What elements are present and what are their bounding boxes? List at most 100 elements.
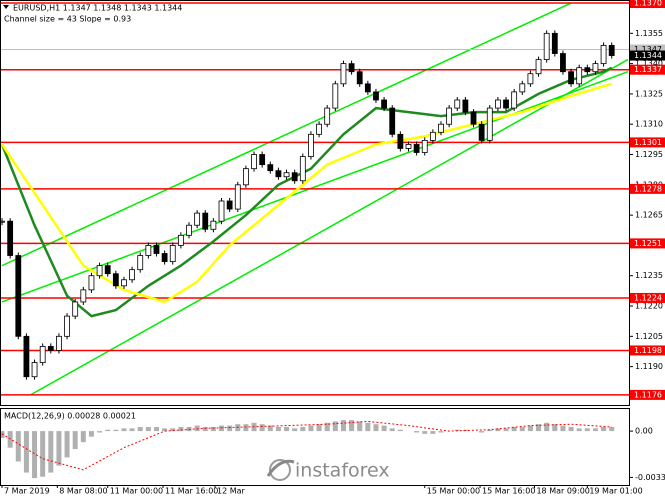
macd-bar	[560, 425, 566, 432]
candle	[177, 234, 184, 246]
price-tag	[630, 345, 665, 356]
macd-bar	[601, 426, 607, 432]
price-tag	[630, 389, 665, 400]
macd-bar	[275, 426, 281, 432]
candle	[446, 107, 453, 125]
candle	[96, 265, 103, 277]
candle	[405, 144, 412, 149]
macd-bar	[365, 422, 371, 432]
candle	[145, 245, 152, 256]
candle	[31, 362, 38, 378]
price-tag	[630, 238, 665, 249]
macd-bar	[503, 428, 509, 432]
candle	[23, 335, 30, 378]
macd-bar	[284, 426, 290, 432]
candle	[503, 99, 509, 109]
y-tick-label: 1.1325	[635, 89, 663, 98]
macd-bar	[381, 425, 387, 432]
price-tag	[630, 64, 665, 75]
macd-bar	[308, 425, 314, 432]
candle	[364, 83, 371, 93]
candle	[153, 245, 160, 254]
candle	[535, 59, 542, 75]
macd-bar	[259, 424, 265, 432]
y-tick-label: 1.1355	[635, 29, 663, 38]
price-tag	[630, 0, 665, 9]
candle	[259, 154, 266, 166]
price-tag-label: 1.1301	[634, 138, 662, 147]
candle	[186, 224, 192, 236]
candle	[568, 71, 574, 85]
macd-bar	[88, 431, 94, 437]
candle	[267, 164, 274, 172]
moving-average	[0, 66, 613, 318]
watermark-logo	[269, 459, 291, 481]
macd-bar	[40, 431, 46, 477]
candle	[218, 200, 225, 222]
macd-bar	[162, 428, 168, 432]
macd-bar	[227, 425, 233, 432]
macd-tick-label: 0.00	[635, 427, 653, 436]
candle	[324, 107, 331, 125]
candle	[169, 245, 176, 262]
watermark-backdrop	[255, 448, 380, 494]
macd-bar	[389, 428, 395, 432]
candle	[527, 73, 534, 85]
candle	[308, 133, 314, 157]
candle	[356, 71, 363, 85]
macd-bar	[48, 431, 54, 473]
macd-bar	[422, 431, 428, 434]
watermark-text: instaforex	[295, 460, 390, 482]
candle	[316, 123, 322, 135]
x-tick-label: 12 Mar	[217, 487, 246, 496]
candle	[332, 83, 339, 109]
macd-bar	[536, 424, 542, 432]
x-tick-label: 11 Mar 16:00	[165, 487, 218, 496]
price-tag	[630, 44, 665, 55]
price-tag	[630, 50, 665, 61]
indicator-label: Channel size = 43 Slope = 0.93	[4, 15, 131, 24]
candle	[88, 275, 95, 291]
price-tag-label: 1.1347	[634, 45, 662, 54]
candle	[543, 32, 550, 60]
x-tick-label: 7 Mar 2019	[4, 487, 50, 496]
watermark: instaforex	[255, 448, 390, 494]
price-tag-label: 1.1198	[634, 346, 662, 355]
macd-bar	[568, 426, 574, 432]
candle	[194, 212, 201, 226]
y-tick-label: 1.1205	[635, 332, 663, 341]
macd-bar	[414, 431, 420, 433]
candle	[608, 45, 615, 56]
macd-bar	[479, 431, 485, 433]
macd-bar	[584, 428, 590, 432]
price-tag-label: 1.1224	[634, 293, 662, 302]
candle	[226, 200, 233, 210]
watermark-logo-swoosh	[266, 459, 295, 477]
macd-bar	[576, 428, 582, 432]
candle	[0, 220, 5, 223]
candle	[429, 131, 436, 141]
x-tick-label: 19 Mar 01:00	[589, 487, 642, 496]
macd-frame	[0, 408, 630, 486]
channel-line	[1, 71, 629, 303]
candle	[275, 170, 282, 178]
candle	[592, 63, 599, 73]
candle	[202, 212, 209, 230]
y-tick-label: 1.1310	[635, 120, 663, 129]
macd-bar	[544, 422, 550, 432]
candle	[72, 301, 79, 317]
macd-bar	[340, 420, 346, 432]
candle	[291, 172, 298, 182]
macd-bar	[80, 431, 86, 443]
candle	[397, 133, 404, 149]
candle	[462, 99, 469, 113]
candle	[161, 253, 168, 262]
candle	[381, 99, 387, 109]
macd-bar	[129, 428, 135, 432]
macd-bar	[178, 426, 184, 432]
x-tick-label: 15 Mar 00:00	[427, 487, 480, 496]
candle	[112, 273, 119, 287]
macd-bar	[64, 431, 70, 458]
candle	[373, 91, 379, 101]
